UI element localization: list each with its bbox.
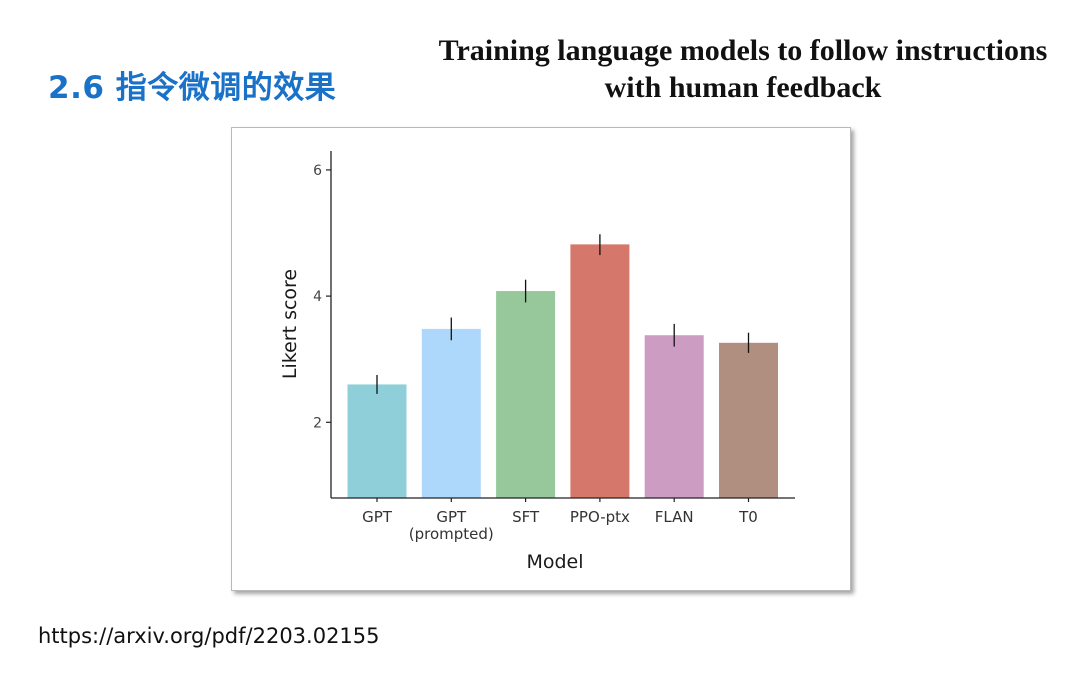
bar [347, 384, 407, 498]
y-tick-label: 6 [313, 163, 322, 179]
y-axis: 2 4 6 [313, 151, 332, 498]
x-tick-sublabel: (prompted) [409, 525, 494, 543]
bar [496, 291, 556, 498]
y-tick-label: 4 [313, 289, 322, 305]
x-tick-label: PPO-ptx [570, 508, 630, 526]
slide-heading: 2.6 指令微调的效果 [48, 70, 337, 106]
x-tick-label: FLAN [655, 508, 694, 526]
bar [570, 244, 630, 498]
bar [644, 335, 704, 498]
x-tick-label: GPT [436, 508, 467, 526]
x-axis: GPT GPT(prompted)SFT PPO-ptx FLAN T0 [331, 497, 795, 543]
bar [421, 328, 481, 498]
x-tick-label: GPT [362, 508, 393, 526]
error-bars [376, 234, 750, 394]
bar [719, 342, 778, 498]
y-tick-label: 2 [313, 415, 322, 431]
paper-title-line-2: with human feedback [604, 71, 882, 104]
x-axis-label: Model [526, 551, 583, 573]
bars [347, 244, 778, 498]
x-tick-label: SFT [512, 508, 540, 526]
x-tick-label: T0 [738, 508, 758, 526]
likert-score-bar-chart: 246 GPT GPT(prompted)SFT PPO-ptx FLAN T0 Lik… [279, 151, 795, 573]
paper-title: Training language models to follow instr… [410, 32, 1076, 106]
source-url: https://arxiv.org/pdf/2203.02155 [38, 624, 380, 648]
y-axis-label: Likert score [279, 269, 301, 379]
paper-title-line-1: Training language models to follow instr… [438, 34, 1048, 67]
